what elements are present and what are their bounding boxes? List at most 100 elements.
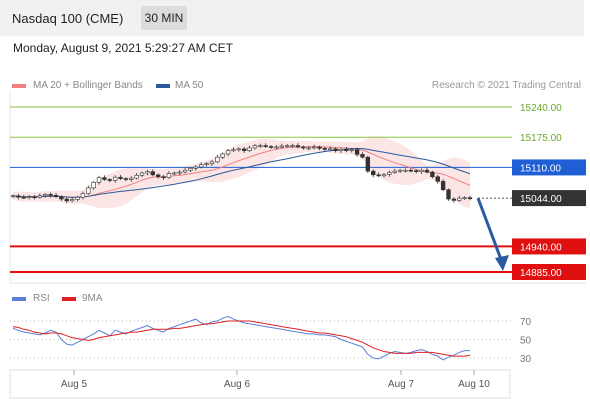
rsi-tick-label-0: 70 — [520, 317, 532, 328]
candle-body-22 — [129, 177, 134, 180]
candle-body-56 — [311, 146, 317, 149]
price-level-badge-5 — [512, 264, 586, 280]
rsi-series-1 — [12, 320, 471, 357]
candle-body-25 — [145, 171, 150, 174]
candle-body-51 — [285, 145, 290, 147]
candle-body-44 — [247, 147, 252, 151]
candle-body-1 — [16, 195, 21, 198]
candle-body-29 — [166, 173, 172, 178]
legend-swatch-9ma — [62, 297, 76, 301]
x-tick-label-2: Aug 7 — [388, 379, 415, 390]
candle-body-17 — [102, 177, 107, 180]
legend-swatch-rsi — [12, 297, 26, 301]
candle-body-81 — [446, 189, 451, 200]
timeframe-button[interactable]: 30 MIN — [141, 6, 187, 30]
candle-body-61 — [338, 148, 344, 151]
candle-body-54 — [301, 146, 306, 149]
candle-body-55 — [306, 147, 311, 150]
candle-body-4 — [32, 196, 37, 199]
ma50-line — [12, 147, 471, 198]
price-level-label-1: 15175.00 — [520, 133, 562, 144]
candle-body-3 — [26, 196, 32, 199]
instrument-title: Nasdaq 100 (CME) — [12, 11, 124, 26]
candle-body-73 — [403, 169, 408, 172]
price-level-label-4: 14940.00 — [520, 242, 562, 253]
candle-body-14 — [86, 187, 91, 194]
candle-body-52 — [290, 145, 295, 147]
candle-body-43 — [242, 148, 247, 151]
candle-body-70 — [387, 172, 392, 175]
candle-body-30 — [172, 172, 177, 175]
candle-body-37 — [209, 161, 215, 165]
candle-body-82 — [451, 198, 457, 201]
candle-body-18 — [107, 179, 112, 181]
candle-body-34 — [193, 166, 198, 169]
candle-body-39 — [220, 153, 225, 158]
candle-body-47 — [263, 145, 268, 147]
candle-body-71 — [392, 170, 397, 173]
candle-body-83 — [457, 197, 462, 201]
legend-label-9ma: 9MA — [82, 293, 103, 304]
candle-body-0 — [10, 195, 16, 198]
candle-body-77 — [424, 169, 430, 173]
rsi-tick-label-2: 30 — [520, 354, 532, 365]
candle-body-59 — [328, 148, 333, 151]
candle-body-76 — [419, 169, 424, 172]
candle-body-16 — [96, 177, 102, 183]
x-tick-label-1: Aug 6 — [224, 379, 251, 390]
candle-body-7 — [48, 194, 53, 196]
x-tick-label-3: Aug 10 — [458, 379, 490, 390]
candle-body-62 — [344, 148, 349, 151]
candle-body-85 — [467, 197, 473, 199]
candle-body-45 — [252, 145, 258, 149]
price-level-label-2: 15110.00 — [520, 163, 561, 174]
candle-body-19 — [112, 176, 118, 181]
candle-body-21 — [123, 178, 129, 180]
candle-body-33 — [188, 168, 193, 171]
legend-label-ma20: MA 20 + Bollinger Bands — [33, 80, 143, 91]
rsi-tick-label-1: 50 — [520, 336, 532, 347]
candle-body-41 — [231, 149, 236, 152]
legend-label-ma50: MA 50 — [175, 80, 204, 91]
candle-body-2 — [21, 196, 26, 199]
candle-body-50 — [279, 145, 285, 148]
legend-label-rsi: RSI — [33, 293, 50, 304]
candle-body-40 — [225, 150, 231, 155]
candle-body-69 — [381, 174, 387, 177]
candle-body-27 — [155, 174, 161, 178]
price-level-badge-2 — [512, 159, 586, 176]
candle-body-23 — [134, 175, 139, 179]
candle-body-66 — [365, 156, 371, 172]
price-level-label-0: 15240.00 — [520, 103, 562, 114]
price-level-label-5: 14885.00 — [520, 268, 562, 279]
candle-body-38 — [215, 156, 220, 163]
candle-body-6 — [43, 194, 48, 197]
candle-body-75 — [414, 170, 419, 172]
candle-body-72 — [397, 169, 403, 172]
candle-body-32 — [182, 169, 188, 173]
candle-body-60 — [333, 148, 338, 151]
legend-swatch-ma50 — [156, 84, 170, 88]
candle-body-5 — [37, 195, 43, 198]
candle-body-26 — [150, 171, 155, 176]
candle-body-13 — [80, 193, 86, 198]
candle-body-68 — [376, 174, 381, 177]
candle-body-80 — [440, 181, 446, 191]
price-level-badge-4 — [512, 238, 586, 255]
candle-body-48 — [268, 146, 274, 148]
projection-arrow-head — [495, 255, 509, 271]
candle-body-15 — [91, 181, 96, 189]
timestamp: Monday, August 9, 2021 5:29:27 AM CET — [13, 41, 233, 55]
bollinger-band — [13, 136, 470, 209]
candle-body-10 — [64, 198, 69, 202]
header-bar: Nasdaq 100 (CME) 30 MIN — [0, 0, 584, 36]
candle-body-84 — [462, 197, 467, 199]
candle-body-35 — [198, 164, 204, 168]
candle-body-58 — [322, 148, 328, 150]
candle-body-79 — [435, 176, 440, 182]
x-tick-label-0: Aug 5 — [61, 379, 88, 390]
candle-body-46 — [258, 145, 263, 147]
credit-text: Research © 2021 Trading Central — [431, 80, 581, 91]
candle-body-78 — [430, 171, 435, 178]
